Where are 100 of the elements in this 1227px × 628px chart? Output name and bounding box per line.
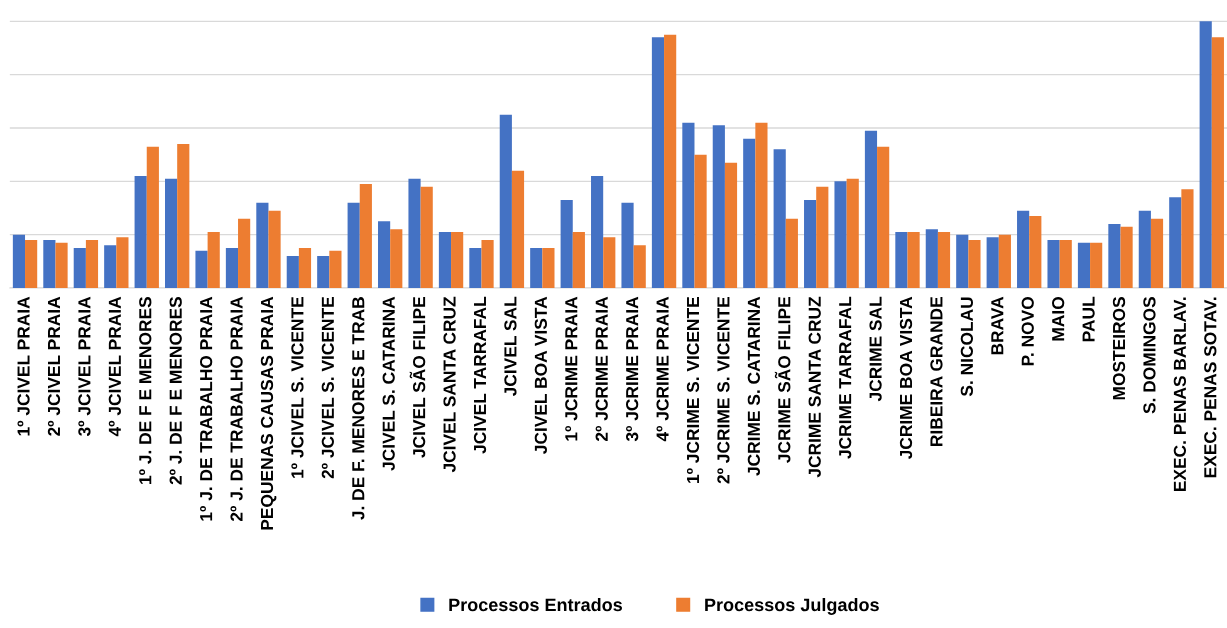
x-tick-label: 2º J. DE F E MENORES: [169, 297, 182, 485]
bar: [560, 200, 573, 288]
bar: [225, 248, 239, 288]
x-tick-label: 4º JCIVEL PRAIA: [108, 296, 121, 437]
bar: [104, 245, 117, 288]
bar: [755, 122, 768, 288]
bar: [116, 237, 129, 288]
bar: [633, 245, 646, 288]
legend-label: Processos Entrados: [449, 597, 622, 612]
bar: [1150, 218, 1164, 288]
bar: [329, 250, 342, 288]
x-tick-label: P. NOVO: [1021, 297, 1034, 366]
bar: [804, 200, 817, 288]
x-tick-label: 3º JCRIME PRAIA: [625, 296, 639, 442]
bar: [773, 149, 786, 288]
bar: [134, 176, 147, 288]
bar: [165, 178, 178, 288]
bar: [1211, 37, 1224, 288]
bar: [317, 256, 330, 288]
bar: [603, 237, 616, 288]
bar: [25, 240, 38, 288]
bar: [785, 218, 798, 288]
x-tick-label: PAUL: [1082, 296, 1095, 342]
bar: [937, 232, 951, 288]
x-tick-label: S. DOMINGOS: [1143, 297, 1156, 414]
bar: [694, 154, 707, 288]
bar: [1108, 224, 1121, 288]
bar: [1181, 189, 1194, 288]
x-tick-label: J. DE F. MENORES E TRAB: [352, 297, 365, 520]
x-tick-label: EXEC. PENAS SOTAV.: [1204, 297, 1217, 478]
bar: [469, 248, 482, 288]
bar: [846, 178, 859, 288]
x-tick-label: 3º JCIVEL PRAIA: [78, 296, 91, 437]
bar: [286, 256, 299, 288]
bar: [12, 234, 26, 288]
bar: [925, 229, 938, 288]
x-tick-label: JCRIME SÃO FILIPE: [774, 297, 791, 463]
x-tick-label: MAIO: [1052, 297, 1065, 341]
bar: [834, 181, 847, 288]
bar: [682, 122, 695, 288]
x-tick-label: 2º JCRIME S. VICENTE: [717, 297, 730, 484]
bar: [986, 237, 999, 288]
x-tick-label: JCIVEL BOA VISTA: [534, 296, 547, 454]
x-tick-label: 1º J. DE F E MENORES: [139, 297, 152, 484]
bar: [85, 240, 99, 288]
x-tick-label: JCRIME S. CATARINA: [747, 296, 760, 476]
bar: [408, 178, 421, 288]
x-tick-label: MOSTEIROS: [1112, 297, 1126, 400]
bar: [207, 232, 220, 288]
x-tick-label: JCIVEL SAL: [504, 296, 517, 397]
x-tick-label: JCIVEL TARRAFAL: [473, 296, 487, 454]
x-tick-label: JCRIME SAL: [869, 296, 882, 402]
bar: [621, 202, 634, 288]
x-tick-label: EXEC. PENAS BARLAV.: [1173, 297, 1187, 492]
bar: [347, 202, 360, 288]
x-tick-label: 4º JCRIME PRAIA: [656, 296, 669, 442]
bar: [1029, 216, 1042, 288]
bar: [43, 240, 56, 288]
x-tick-label: JCRIME TARRAFAL: [839, 296, 852, 459]
x-tick-label: 2º JCRIME PRAIA: [595, 296, 608, 441]
bar: [877, 146, 890, 288]
bar: [664, 34, 677, 288]
x-tick-label: 1º JCIVEL S. VICENTE: [291, 297, 304, 478]
bar: [359, 184, 372, 288]
bar: [591, 176, 604, 288]
bar: [572, 232, 585, 288]
bar: [968, 240, 981, 288]
bar: [438, 232, 452, 288]
bar: [956, 234, 969, 288]
x-tick-label: 2º JCIVEL S. VICENTE: [321, 297, 334, 479]
x-tick-label: RIBEIRA GRANDE: [930, 297, 943, 446]
bar: [298, 248, 312, 288]
bar: [1138, 210, 1151, 288]
bar: [378, 221, 391, 288]
bar: [390, 229, 403, 288]
bar: [998, 234, 1011, 288]
bar: [1059, 240, 1072, 288]
bar: [499, 114, 512, 288]
bar: [743, 138, 756, 288]
x-tick-label: PEQUENAS CAUSAS PRAIA: [260, 296, 277, 530]
bar: [177, 144, 190, 288]
bar: [1120, 226, 1133, 288]
bar: [530, 248, 543, 288]
bar: [542, 248, 555, 288]
bar: [907, 232, 920, 288]
bar: [712, 125, 725, 288]
bar: [73, 248, 86, 288]
bar: [1017, 210, 1030, 288]
bar: [1169, 197, 1182, 288]
bar: [451, 232, 464, 288]
x-tick-label: S. NICOLAU: [960, 297, 974, 397]
x-tick-label: 2º JCIVEL PRAIA: [47, 296, 61, 436]
bar: [481, 240, 494, 288]
bar: [1047, 240, 1060, 288]
bar: [420, 186, 433, 288]
x-tick-label: 2º J. DE TRABALHO PRAIA: [230, 296, 243, 522]
legend-label: Processos Julgados: [705, 597, 879, 615]
bar: [1077, 242, 1091, 288]
bar: [1090, 242, 1103, 288]
x-tick-label: JCRIME BOA VISTA: [899, 296, 913, 460]
